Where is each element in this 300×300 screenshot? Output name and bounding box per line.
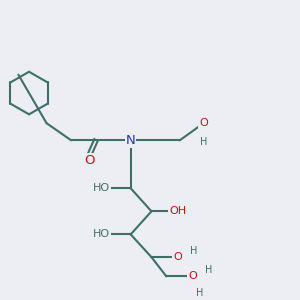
- Text: O: O: [173, 252, 182, 262]
- Text: H: H: [196, 288, 204, 298]
- Text: O: O: [84, 154, 94, 167]
- Text: H: H: [200, 136, 207, 146]
- Text: H: H: [205, 266, 212, 275]
- Text: HO: HO: [93, 230, 110, 239]
- Text: O: O: [188, 272, 197, 281]
- Text: O: O: [199, 118, 208, 128]
- Text: H: H: [190, 246, 198, 256]
- Text: OH: OH: [169, 206, 186, 216]
- Text: HO: HO: [93, 183, 110, 193]
- Text: N: N: [126, 134, 136, 147]
